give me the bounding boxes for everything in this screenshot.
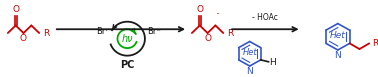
Text: - HOAc: - HOAc <box>253 13 278 22</box>
Text: R: R <box>372 39 378 48</box>
Text: R: R <box>43 28 50 37</box>
Text: ·: · <box>215 8 219 21</box>
Text: R: R <box>227 28 233 37</box>
Text: O: O <box>204 34 211 43</box>
Text: Br·: Br· <box>96 27 108 36</box>
Text: Br⁻: Br⁻ <box>147 27 161 36</box>
Text: Het: Het <box>330 31 345 40</box>
Text: Het: Het <box>242 48 257 57</box>
Text: PC: PC <box>120 60 135 70</box>
Text: O: O <box>12 5 19 14</box>
Text: H: H <box>270 58 276 67</box>
Text: O: O <box>196 5 203 14</box>
Text: hν: hν <box>121 34 133 44</box>
Text: N: N <box>246 67 253 76</box>
Text: N: N <box>335 51 341 60</box>
Text: O: O <box>20 34 27 43</box>
